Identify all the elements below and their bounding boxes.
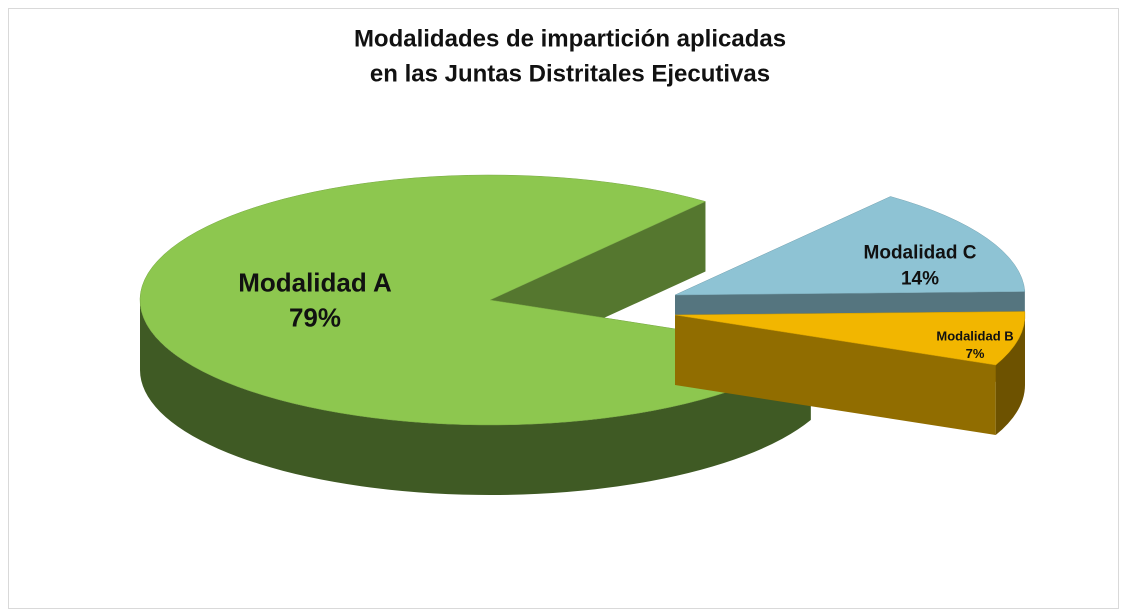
slice-label: Modalidad A bbox=[238, 267, 392, 297]
slice-value-label: 14% bbox=[901, 268, 939, 289]
slice bbox=[139, 174, 812, 426]
slice-side bbox=[140, 300, 811, 495]
slice-value-label: 7% bbox=[966, 346, 985, 361]
chart-title: Modalidades de impartición aplicadas bbox=[354, 25, 786, 52]
slice-value-label: 79% bbox=[289, 302, 341, 332]
slice-label: Modalidad C bbox=[864, 243, 977, 264]
slice-side bbox=[995, 315, 1025, 436]
slice-label: Modalidad B bbox=[936, 329, 1013, 344]
slice-face bbox=[675, 315, 996, 436]
slice bbox=[674, 196, 1026, 296]
slice bbox=[674, 311, 1026, 366]
chart-title: en las Juntas Distritales Ejecutivas bbox=[370, 60, 770, 87]
